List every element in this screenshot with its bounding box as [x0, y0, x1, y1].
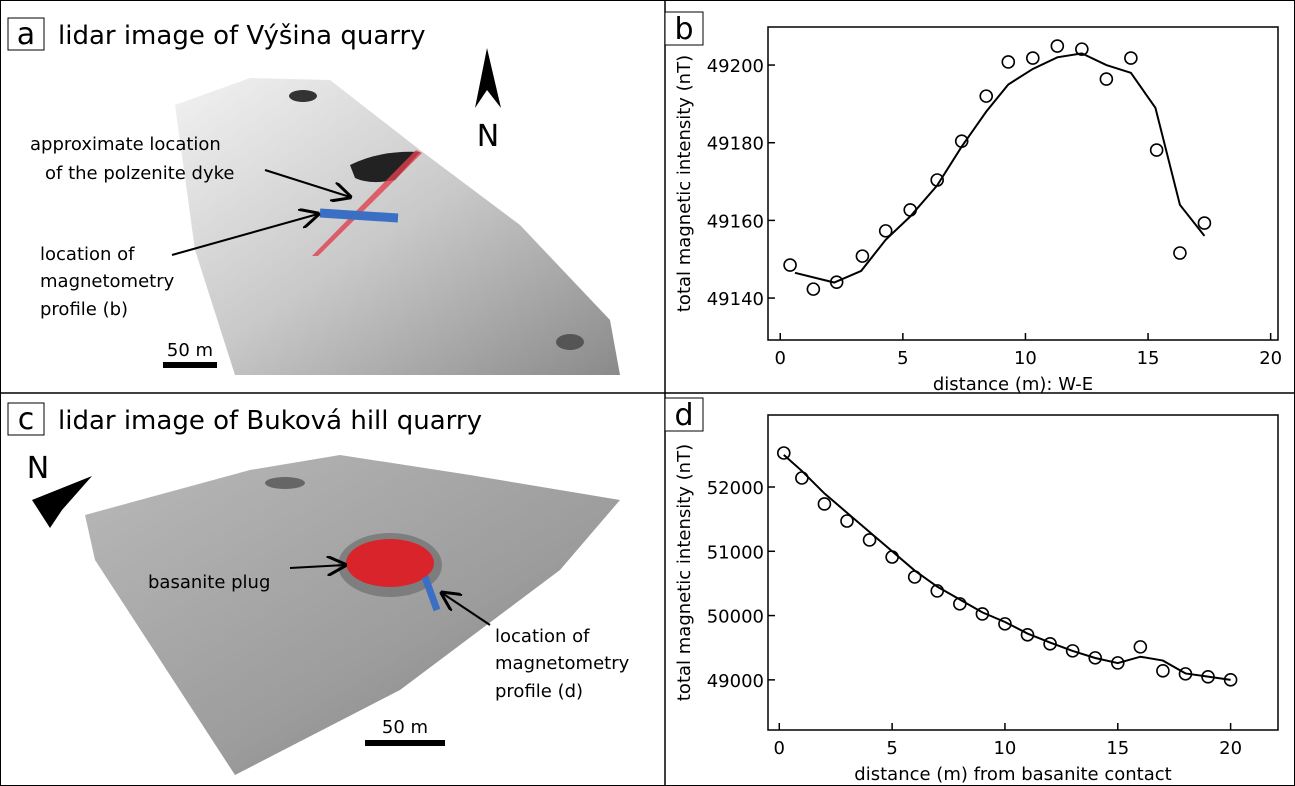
y-tick-label: 51000	[707, 542, 764, 563]
lidar-terrain	[175, 78, 620, 375]
marker	[856, 250, 868, 262]
line	[784, 455, 1231, 680]
basanite-plug	[346, 539, 434, 587]
plot-area	[768, 27, 1278, 340]
annotation: approximate location	[30, 134, 221, 155]
marker	[1125, 52, 1137, 64]
x-tick-label: 5	[897, 348, 908, 369]
x-tick-label: 15	[1106, 738, 1129, 759]
annotation: location of	[495, 626, 590, 647]
x-axis-label: distance (m): W-E	[933, 374, 1093, 395]
marker	[1198, 217, 1210, 229]
figure: a lidar image of Výšina quarry approxima…	[0, 0, 1295, 786]
x-tick-label: 20	[1219, 738, 1242, 759]
y-tick-label: 52000	[707, 478, 764, 499]
pit	[556, 334, 584, 350]
marker	[886, 551, 898, 563]
y-tick-label: 49200	[707, 56, 764, 77]
panel-title: lidar image of Buková hill quarry	[58, 406, 482, 436]
annotation: magnetometry	[40, 271, 175, 292]
panel-label: b	[674, 12, 693, 47]
panel-a: a lidar image of Výšina quarry approxima…	[8, 17, 620, 375]
marker	[784, 259, 796, 271]
annotation: of the polzenite dyke	[45, 163, 235, 184]
marker	[904, 204, 916, 216]
marker	[778, 447, 790, 459]
x-tick-label: 0	[774, 738, 785, 759]
lidar-terrain	[85, 455, 620, 775]
marker	[1100, 73, 1112, 85]
y-axis-label: total magnetic intensity (nT)	[674, 444, 695, 701]
marker	[1051, 40, 1063, 52]
panel-label: d	[674, 398, 693, 433]
marker	[1174, 247, 1186, 259]
y-tick-label: 49140	[707, 289, 764, 310]
annotation: profile (b)	[40, 299, 128, 320]
scale-label: 50 m	[382, 717, 428, 738]
annotation: basanite plug	[148, 572, 270, 593]
y-tick-label: 50000	[707, 607, 764, 628]
x-tick-label: 5	[886, 738, 897, 759]
y-tick-label: 49160	[707, 211, 764, 232]
marker	[1151, 144, 1163, 156]
line	[795, 53, 1204, 282]
marker	[1002, 56, 1014, 68]
scale-label: 50 m	[167, 340, 213, 361]
x-tick-label: 0	[775, 348, 786, 369]
panel-label: a	[17, 17, 35, 52]
page: a lidar image of Výšina quarry approxima…	[0, 0, 1295, 786]
marker	[1134, 641, 1146, 653]
north-label: N	[477, 119, 499, 154]
y-axis-label: total magnetic intensity (nT)	[674, 55, 695, 312]
y-tick-label: 49180	[707, 134, 764, 155]
panel-c: c lidar image of Buková hill quarry basa…	[8, 402, 630, 775]
annotation: location of	[40, 244, 135, 265]
pit	[289, 90, 317, 102]
marker	[807, 283, 819, 295]
marker	[818, 498, 830, 510]
x-tick-label: 10	[993, 738, 1016, 759]
marker	[1157, 665, 1169, 677]
marker	[1027, 52, 1039, 64]
north-label: N	[27, 451, 49, 486]
panel-label: c	[18, 402, 35, 437]
x-tick-label: 20	[1259, 348, 1282, 369]
x-tick-label: 10	[1014, 348, 1037, 369]
pit	[265, 477, 305, 489]
annotation: magnetometry	[495, 653, 630, 674]
annotation: profile (d)	[495, 681, 583, 702]
plot-area	[768, 415, 1278, 730]
x-axis-label: distance (m) from basanite contact	[854, 764, 1171, 785]
y-tick-label: 49000	[707, 671, 764, 692]
x-tick-label: 15	[1137, 348, 1160, 369]
profile-line	[320, 213, 398, 218]
panel-title: lidar image of Výšina quarry	[58, 21, 426, 51]
north-arrow	[475, 48, 501, 108]
marker	[980, 90, 992, 102]
